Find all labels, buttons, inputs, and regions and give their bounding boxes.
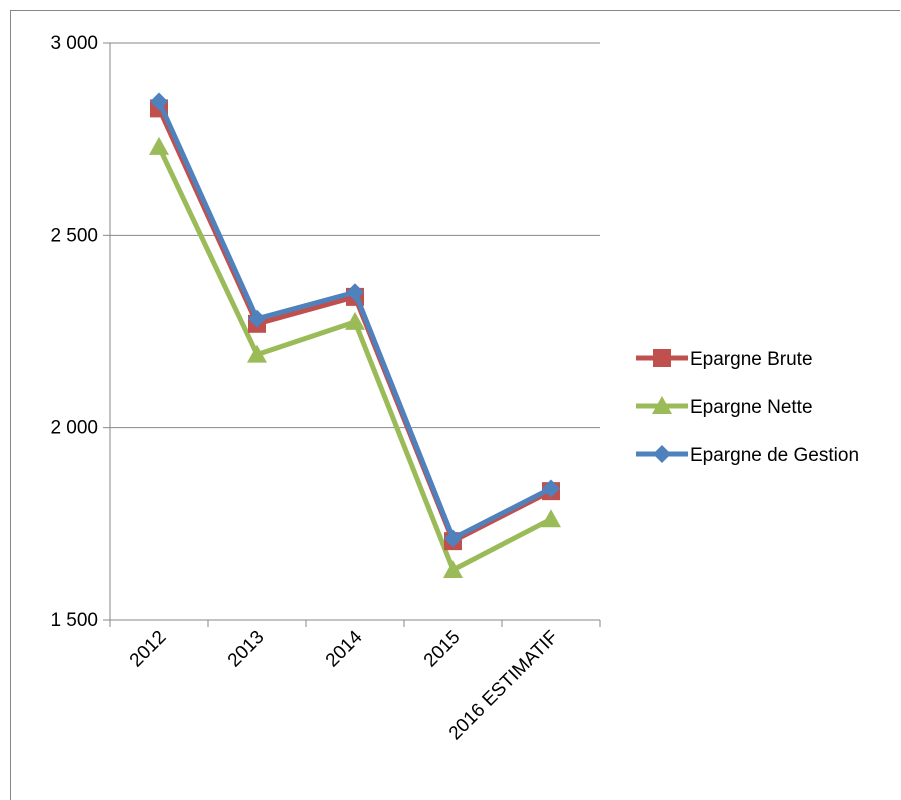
legend-swatch-marker <box>652 396 672 414</box>
x-tick-label: 2016 ESTIMATIF <box>445 627 563 745</box>
legend: Epargne Brute Epargne Nette Epargne de Ges… <box>636 349 859 466</box>
y-tick-label: 3 000 <box>50 33 98 54</box>
data-point <box>444 529 462 548</box>
data-point <box>248 309 266 328</box>
data-point <box>346 283 364 302</box>
legend-swatch-marker <box>653 445 671 463</box>
gridlines <box>110 42 600 429</box>
legend-label: Epargne Nette <box>690 397 813 418</box>
data-point <box>247 344 267 363</box>
y-tick-label: 2 500 <box>50 225 98 246</box>
axes <box>103 42 601 627</box>
legend-item: Epargne Nette <box>636 396 813 418</box>
y-tick-labels: 1 500 2 000 2 500 3 000 <box>50 33 98 631</box>
data-point <box>541 509 561 528</box>
legend-item: Epargne Brute <box>636 349 813 370</box>
data-point <box>542 479 560 498</box>
data-point <box>150 92 168 111</box>
series-line <box>156 144 554 573</box>
data-point <box>149 136 169 155</box>
x-tick-label: 2015 <box>420 627 465 672</box>
legend-label: Epargne Brute <box>690 349 813 370</box>
legend-label: Epargne de Gestion <box>690 445 859 466</box>
x-tick-label: 2012 <box>126 627 171 672</box>
data-point <box>443 559 463 578</box>
legend-swatch-marker <box>653 349 671 367</box>
series-group <box>149 92 561 578</box>
series-line-epargne-nette <box>149 136 561 578</box>
y-tick-label: 2 000 <box>50 418 98 439</box>
x-tick-label: 2013 <box>224 627 269 672</box>
legend-item: Epargne de Gestion <box>636 445 859 466</box>
series-line-epargne-de-gestion <box>150 92 560 548</box>
y-tick-label: 1 500 <box>50 610 98 631</box>
x-tick-label: 2014 <box>322 626 367 671</box>
data-point <box>345 311 365 330</box>
chart-frame <box>10 10 900 800</box>
